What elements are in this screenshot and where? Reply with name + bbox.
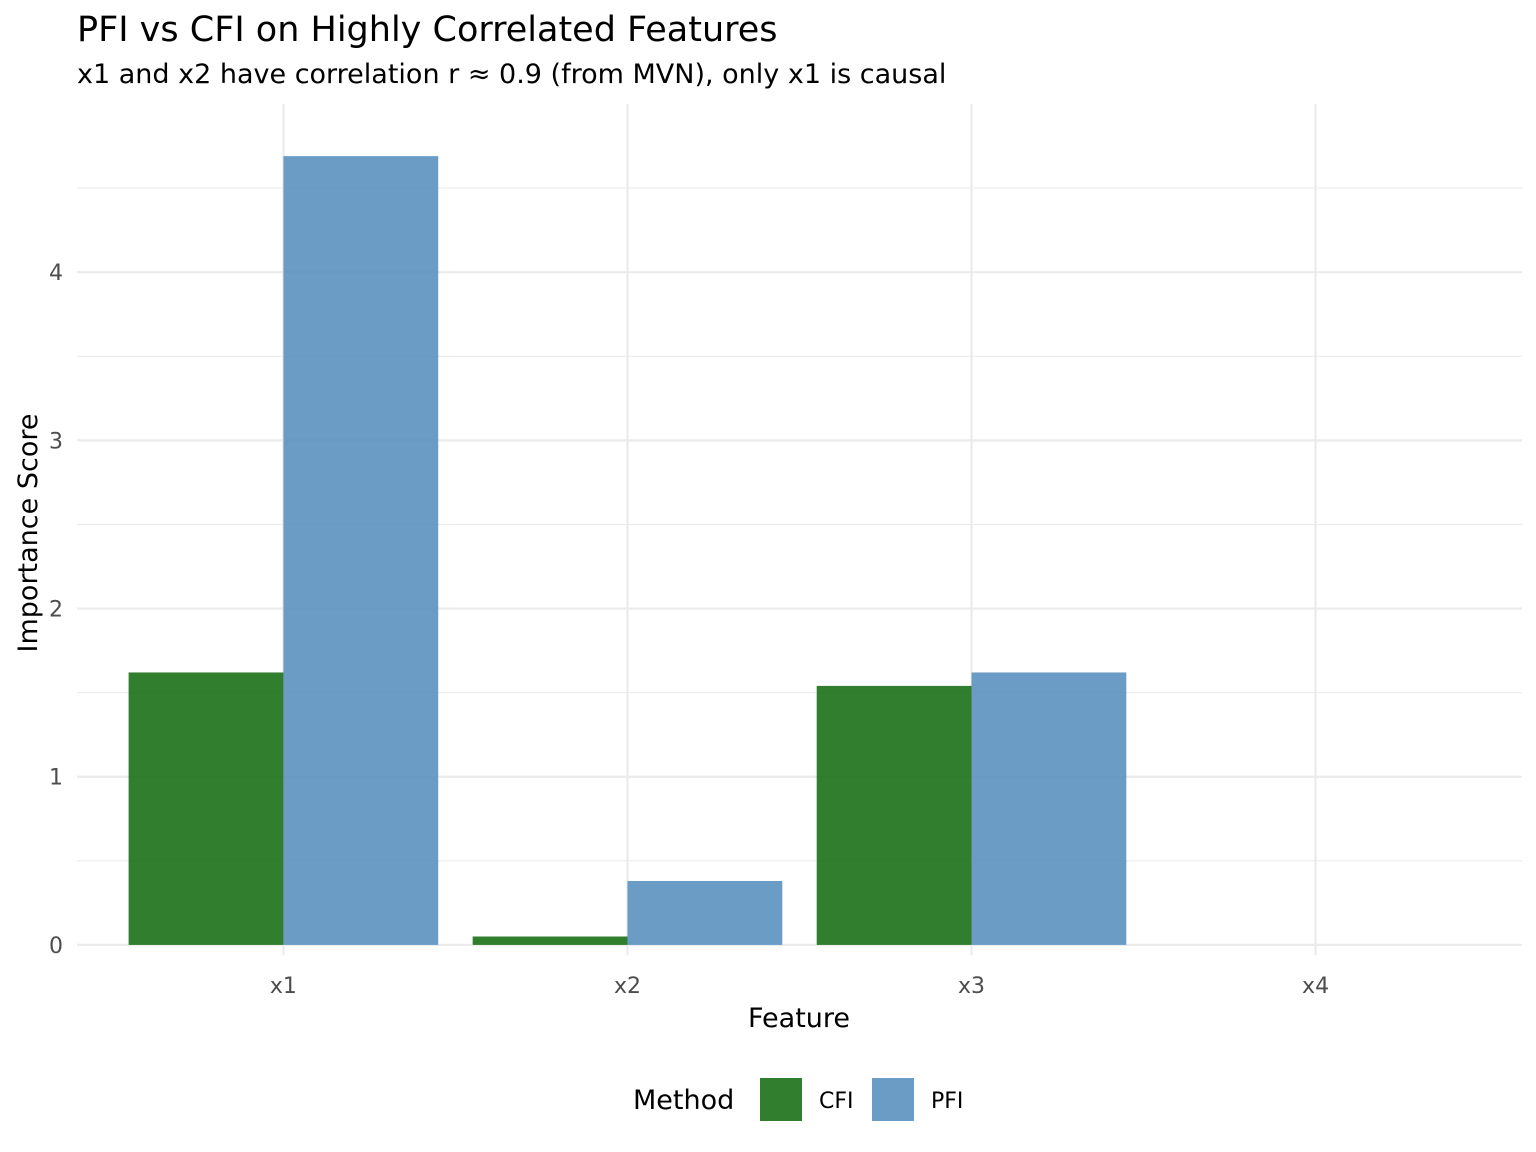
legend-title: Method [633, 1085, 734, 1116]
bars [128, 156, 1127, 945]
bar-pfi-x2 [627, 881, 783, 945]
bar-pfi-x3 [971, 672, 1127, 945]
y-axis-ticks: 0 1 2 3 4 [49, 261, 63, 959]
bar-cfi-x3 [816, 685, 972, 945]
x-axis-ticks: x1 x2 x3 x4 [270, 974, 1329, 999]
x-tick-label: x1 [270, 974, 297, 999]
legend-key-pfi [872, 1078, 914, 1121]
y-tick-label: 0 [49, 934, 63, 959]
x-tick-label: x3 [958, 974, 985, 999]
y-tick-label: 3 [49, 429, 63, 454]
y-tick-label: 1 [49, 766, 63, 791]
chart-title: PFI vs CFI on Highly Correlated Features [77, 10, 778, 50]
legend-label-cfi: CFI [819, 1089, 854, 1114]
legend: Method CFI PFI [633, 1078, 963, 1121]
bar-pfi-x1 [283, 156, 439, 945]
bar-cfi-x1 [128, 672, 284, 945]
x-tick-label: x2 [614, 974, 641, 999]
x-tick-label: x4 [1302, 974, 1329, 999]
chart-subtitle: x1 and x2 have correlation r ≈ 0.9 (from… [77, 59, 946, 90]
y-axis-title: Importance Score [13, 414, 44, 653]
bar-cfi-x2 [472, 936, 628, 945]
y-tick-label: 4 [49, 261, 63, 286]
y-tick-label: 2 [49, 598, 63, 623]
legend-label-pfi: PFI [931, 1089, 963, 1114]
legend-key-cfi [760, 1078, 802, 1121]
x-axis-title: Feature [748, 1003, 850, 1034]
